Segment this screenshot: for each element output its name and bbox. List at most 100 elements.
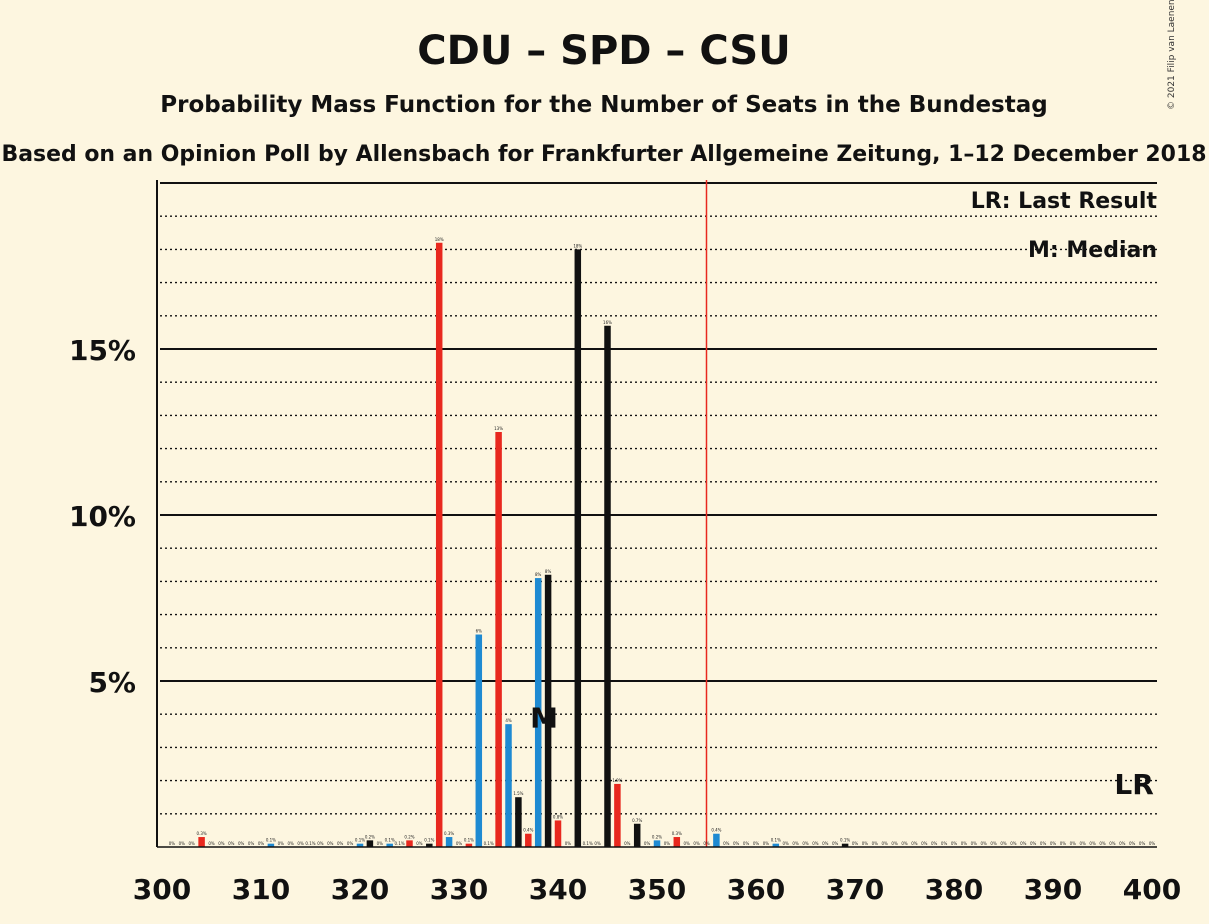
bar-label-seat-368: 0% — [832, 841, 839, 846]
x-tick-label: 340 — [529, 873, 587, 906]
bar-label-seat-367: 0% — [822, 841, 829, 846]
chart-subtitle: Probability Mass Function for the Number… — [160, 92, 1047, 118]
bar-label-seat-376: 0% — [911, 841, 918, 846]
bar-label-seat-338: 8% — [535, 572, 542, 577]
x-tick-label: 330 — [430, 873, 488, 906]
bar-label-seat-349: 0% — [644, 841, 651, 846]
bar-label-seat-337: 0.4% — [523, 828, 533, 833]
bar-label-seat-325: 0.2% — [404, 834, 414, 839]
bar-label-seat-303: 0% — [189, 841, 196, 846]
bar-label-seat-389: 0% — [1040, 841, 1047, 846]
bar-label-seat-365: 0% — [802, 841, 809, 846]
bar-label-seat-395: 0% — [1099, 841, 1106, 846]
axes — [156, 180, 1157, 848]
bar-label-seat-319: 0% — [347, 841, 354, 846]
bar-label-seat-399: 0% — [1139, 841, 1146, 846]
bar-label-seat-364: 0% — [792, 841, 799, 846]
bar-seat-350 — [653, 840, 661, 847]
x-tick-label: 380 — [925, 873, 983, 906]
bar-label-seat-323: 0.1% — [385, 838, 395, 843]
bar-label-seat-343: 0.1% — [583, 841, 593, 846]
bar-seat-369 — [841, 843, 849, 847]
x-tick-label: 400 — [1123, 873, 1181, 906]
last-result-marker: LR — [1114, 768, 1153, 801]
bar-label-seat-369: 0.1% — [840, 838, 850, 843]
bar-label-seat-357: 0% — [723, 841, 730, 846]
bar-label-seat-361: 0% — [763, 841, 770, 846]
bar-labels: 0% 0% 0%0.3%0% 0% 0% 0% 0% 0%0.1%0% 0% 0% 0.1% 0% 0%… — [169, 237, 1156, 846]
bar-seat-304 — [198, 837, 205, 847]
bar-seat-348 — [633, 823, 641, 847]
bar-label-seat-344: 0% — [594, 841, 601, 846]
bar-label-seat-318: 0% — [337, 841, 344, 846]
bar-label-seat-345: 16% — [603, 320, 612, 325]
bar-label-seat-350: 0.2% — [652, 834, 662, 839]
chart-source: Based on an Opinion Poll by Allensbach f… — [2, 142, 1207, 167]
bar-label-seat-373: 0% — [882, 841, 889, 846]
y-tick-labels: 5% 10% 15% — [69, 334, 136, 699]
bar-label-seat-375: 0% — [901, 841, 908, 846]
bar-label-seat-384: 0% — [990, 841, 997, 846]
bar-label-seat-346: 1.9% — [612, 778, 622, 783]
bar-label-seat-374: 0% — [891, 841, 898, 846]
bar-seat-346 — [614, 783, 621, 847]
bar-label-seat-310: 0% — [258, 841, 265, 846]
bar-label-seat-340: 0.8% — [553, 814, 563, 819]
x-tick-label: 370 — [826, 873, 884, 906]
bar-label-seat-304: 0.3% — [197, 831, 207, 836]
x-tick-labels: 300 310 320 330 340 350 360 370 380 390 400 — [133, 873, 1181, 906]
y-tick-label: 5% — [88, 666, 136, 699]
bar-label-seat-387: 0% — [1020, 841, 1027, 846]
bar-label-seat-353: 0% — [684, 841, 691, 846]
bar-label-seat-332: 6% — [476, 629, 483, 634]
bar-label-seat-339: 8% — [545, 569, 552, 574]
bar-label-seat-342: 18% — [573, 243, 582, 248]
bar-label-seat-348: 0.7% — [632, 818, 642, 823]
bar-label-seat-356: 0.4% — [711, 828, 721, 833]
bar-label-seat-330: 0% — [456, 841, 463, 846]
bar-label-seat-327: 0.1% — [424, 838, 434, 843]
median-marker: M — [530, 701, 558, 734]
bar-label-seat-379: 0% — [941, 841, 948, 846]
x-tick-label: 320 — [331, 873, 389, 906]
x-tick-label: 360 — [727, 873, 785, 906]
bar-label-seat-359: 0% — [743, 841, 750, 846]
bar-label-seat-305: 0% — [208, 841, 215, 846]
bar-label-seat-329: 0.3% — [444, 831, 454, 836]
bar-label-seat-362: 0.1% — [771, 838, 781, 843]
bar-label-seat-386: 0% — [1010, 841, 1017, 846]
bar-label-seat-312: 0% — [278, 841, 285, 846]
bar-seat-352 — [673, 837, 681, 847]
gridlines — [160, 182, 1157, 815]
bar-label-seat-302: 0% — [179, 841, 186, 846]
bar-seat-340 — [554, 820, 562, 847]
x-tick-label: 310 — [232, 873, 290, 906]
bar-label-seat-400: 0% — [1149, 841, 1156, 846]
bar-label-seat-334: 13% — [494, 426, 503, 431]
bar-seat-332 — [475, 634, 483, 847]
bar-seat-325 — [406, 840, 413, 847]
bar-label-seat-390: 0% — [1050, 841, 1057, 846]
legend-median: M: Median — [1028, 238, 1157, 263]
bar-label-seat-336: 1.5% — [513, 791, 523, 796]
x-tick-label: 300 — [133, 873, 191, 906]
y-tick-label: 15% — [69, 334, 136, 367]
bar-label-seat-341: 0% — [565, 841, 572, 846]
bar-label-seat-388: 0% — [1030, 841, 1037, 846]
bar-label-seat-307: 0% — [228, 841, 235, 846]
bar-seat-337 — [525, 833, 532, 847]
bar-label-seat-347: 0% — [624, 841, 631, 846]
bar-label-seat-315: 0.1% — [305, 841, 315, 846]
bar-label-seat-311: 0.1% — [266, 838, 276, 843]
bar-seat-329 — [445, 837, 453, 847]
bar-label-seat-363: 0% — [783, 841, 790, 846]
bar-label-seat-385: 0% — [1000, 841, 1007, 846]
copyright: © 2021 Filip van Laenen — [1167, 0, 1177, 110]
bar-label-seat-306: 0% — [218, 841, 225, 846]
bar-label-seat-394: 0% — [1089, 841, 1096, 846]
bar-seat-328 — [435, 242, 443, 847]
bar-label-seat-314: 0% — [297, 841, 304, 846]
x-tick-label: 350 — [628, 873, 686, 906]
bar-label-seat-335: 4% — [505, 718, 512, 723]
